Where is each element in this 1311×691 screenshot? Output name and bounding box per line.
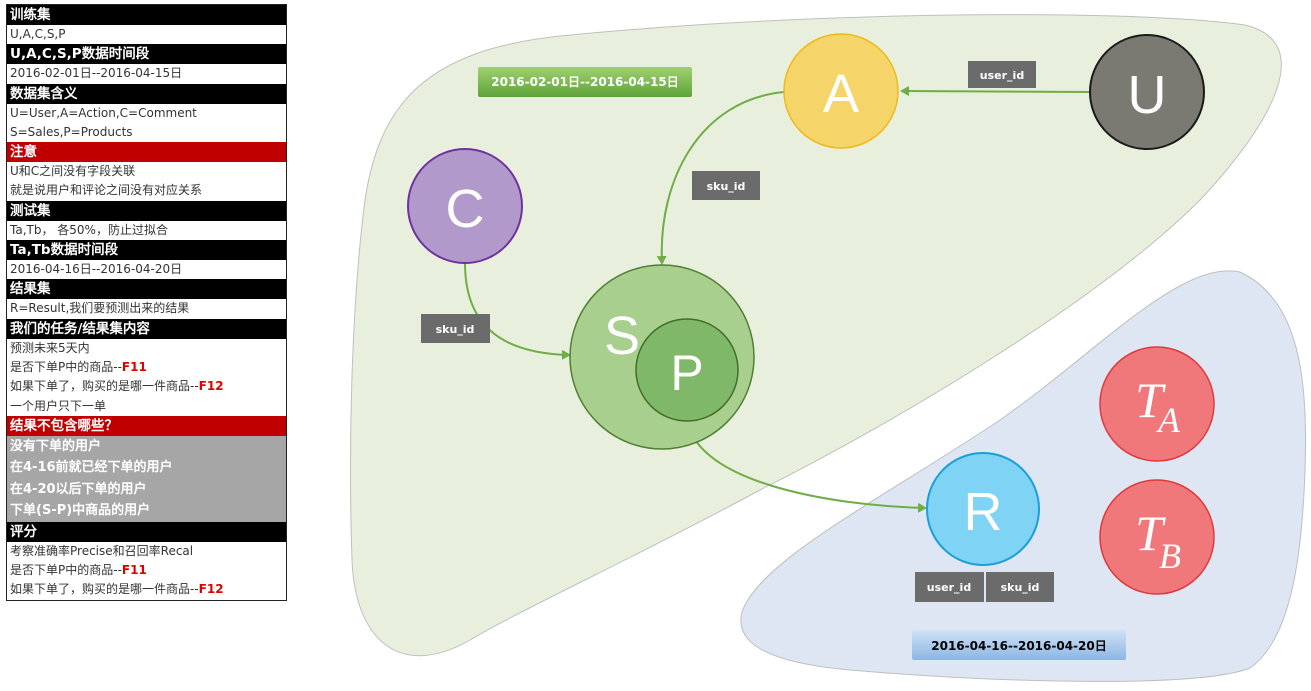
svg-text:user_id: user_id [980,69,1024,82]
train-period-value: 2016-02-01日--2016-04-15日 [7,64,286,84]
score-header: 评分 [7,521,286,542]
score-line-2-code: F11 [121,563,147,578]
note-header: 注意 [7,142,286,163]
train-period-header: U,A,C,S,P数据时间段 [7,44,286,65]
task-line-2-text: 是否下单P中的商品-- [10,359,122,374]
edge-a-to-s [656,91,785,265]
test-set-header: 测试集 [7,200,286,221]
score-line-1: 考察准确率Precise和召回率Recal [7,541,286,562]
test-period-header: Ta,Tb数据时间段 [7,240,286,261]
train-set-header: 训练集 [7,5,286,25]
score-line-3-text: 如果下单了，购买的是哪一件商品-- [10,582,199,597]
svg-text:sku_id: sku_id [436,323,475,336]
node-u: U [1089,34,1205,150]
node-c: C [407,148,523,264]
edge-p-to-r [687,422,927,513]
score-line-2: 是否下单P中的商品--F11 [7,561,286,581]
svg-text:U: U [1128,65,1167,125]
result-value: R=Result,我们要预测出来的结果 [7,299,286,319]
svg-text:sku_id: sku_id [1001,581,1040,594]
task-line-3-code: F12 [198,379,224,394]
test-date-label: 2016-04-16--2016-04-20日 [912,630,1126,660]
task-line-4: 一个用户只下一单 [7,396,286,416]
tag-sku-id-a-s: sku_id [692,171,760,200]
exclude-header: 结果不包含哪些？ [7,415,286,436]
train-date-label: 2016-02-01日--2016-04-15日 [478,67,692,97]
task-line-3: 如果下单了，购买的是哪一件商品--F12 [7,377,286,397]
node-tb: T B [1099,479,1215,595]
svg-text:A: A [823,64,859,124]
exclude-item: 下单(S-P)中商品的用户 [7,500,286,522]
tag-sku-id-c-s: sku_id [421,314,490,343]
tag-sku-id-r: sku_id [986,572,1054,602]
svg-text:C: C [446,179,485,239]
test-period-value: 2016-04-16日--2016-04-20日 [7,260,286,280]
svg-text:user_id: user_id [927,581,971,594]
task-header: 我们的任务/结果集内容 [7,318,286,339]
node-a: A [783,33,899,149]
test-date-text: 2016-04-16--2016-04-20日 [931,639,1106,653]
score-line-3-code: F12 [198,582,224,597]
result-header: 结果集 [7,279,286,300]
svg-text:A: A [1156,400,1181,440]
test-set-value: Ta,Tb， 各50%，防止过拟合 [7,220,286,241]
svg-text:sku_id: sku_id [707,180,746,193]
tag-user-id-u-a: user_id [968,61,1036,88]
svg-text:B: B [1159,536,1181,576]
tag-user-id-r: user_id [915,572,984,602]
exclude-item: 没有下单的用户 [7,435,286,458]
exclude-item: 在4-16前就已经下单的用户 [7,457,286,479]
node-r: R [926,452,1040,566]
task-line-1: 预测未来5天内 [7,338,286,358]
edge-u-to-a [900,86,1091,97]
task-line-2-code: F11 [121,359,147,374]
node-ta: T A [1099,346,1215,462]
svg-text:R: R [964,482,1003,542]
meaning-line-1: U=User,A=Action,C=Comment [7,103,286,123]
node-p: P [635,318,739,422]
meaning-header: 数据集含义 [7,83,286,104]
exclude-item: 在4-20以后下单的用户 [7,478,286,501]
score-line-2-text: 是否下单P中的商品-- [10,563,122,578]
train-date-text: 2016-02-01日--2016-04-15日 [491,75,678,89]
score-line-3: 如果下单了，购买的是哪一件商品--F12 [7,580,286,600]
note-line-2: 就是说用户和评论之间没有对应关系 [7,181,286,201]
note-line-1: U和C之间没有字段关联 [7,162,286,182]
task-line-3-text: 如果下单了，购买的是哪一件商品-- [10,379,199,394]
svg-text:P: P [670,345,703,401]
info-table: 训练集 U,A,C,S,P U,A,C,S,P数据时间段 2016-02-01日… [6,4,287,601]
svg-text:T: T [1135,372,1166,428]
meaning-line-2: S=Sales,P=Products [7,122,286,143]
svg-text:T: T [1135,505,1166,561]
train-set-value: U,A,C,S,P [7,25,286,45]
training-region [350,14,1282,657]
task-line-2: 是否下单P中的商品--F11 [7,357,286,378]
svg-text:S: S [604,306,640,366]
